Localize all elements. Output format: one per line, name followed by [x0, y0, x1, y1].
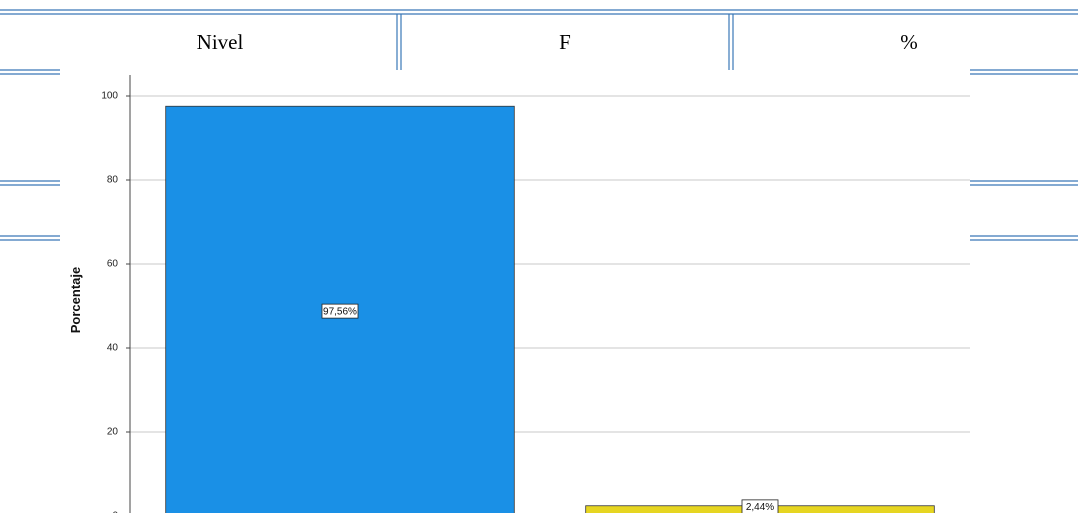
y-tick-label: 0 — [112, 511, 118, 513]
header-cell: % — [900, 30, 918, 54]
y-axis-label: Porcentaje — [68, 267, 83, 333]
plot: 0 20 40 60 80 100 97,56% 2,44% — [101, 75, 970, 513]
value-label: 2,44% — [746, 502, 774, 513]
y-tick-label: 20 — [107, 427, 119, 438]
value-label-box — [741, 499, 779, 513]
value-label-box — [321, 303, 359, 319]
y-tick-label: 80 — [107, 175, 119, 186]
header-cell: F — [559, 30, 571, 54]
y-tick-label: 40 — [107, 343, 119, 354]
y-tick-label: 100 — [101, 91, 118, 102]
header-cell: Nivel — [197, 30, 244, 54]
y-tick-label: 60 — [107, 259, 119, 270]
table-header-lines — [0, 9, 1078, 241]
value-label: 97,56% — [323, 306, 357, 317]
